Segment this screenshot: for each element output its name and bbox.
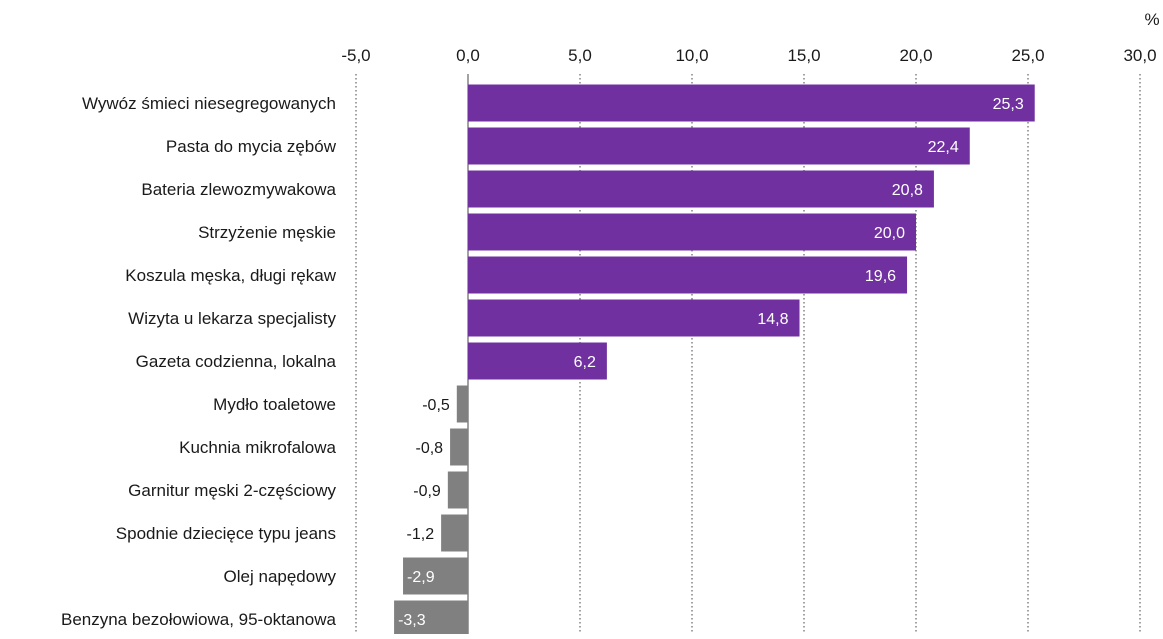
- data-label: -3,3: [398, 612, 426, 629]
- category-label: Pasta do mycia zębów: [166, 137, 337, 156]
- bar: [394, 600, 468, 638]
- x-tick-label: 15,0: [787, 46, 820, 65]
- category-label: Gazeta codzienna, lokalna: [136, 352, 337, 371]
- bar: [456, 385, 468, 423]
- bar: [468, 342, 607, 380]
- data-label: -0,5: [422, 397, 450, 414]
- x-tick-label: 20,0: [899, 46, 932, 65]
- bar: [447, 471, 468, 509]
- data-label: -0,8: [416, 440, 444, 457]
- x-tick-label: 30,0: [1123, 46, 1156, 65]
- x-tick-label: 0,0: [456, 46, 480, 65]
- bar: [468, 213, 916, 251]
- data-label: 20,0: [874, 225, 905, 242]
- bar: [468, 256, 908, 294]
- category-label: Strzyżenie męskie: [198, 223, 336, 242]
- category-label: Wywóz śmieci niesegregowanych: [82, 94, 336, 113]
- data-label: 22,4: [928, 139, 959, 156]
- data-label: 19,6: [865, 268, 896, 285]
- data-label: -1,2: [407, 526, 435, 543]
- category-label: Kuchnia mikrofalowa: [179, 438, 336, 457]
- x-tick-label: 25,0: [1011, 46, 1044, 65]
- category-label: Mydło toaletowe: [213, 395, 336, 414]
- data-label: -0,9: [413, 483, 441, 500]
- category-label: Olej napędowy: [224, 567, 337, 586]
- bar: [441, 514, 468, 552]
- bar: [468, 170, 934, 208]
- unit-label: %: [1144, 10, 1159, 29]
- bar: [403, 557, 468, 595]
- category-labels: Wywóz śmieci niesegregowanych Pasta do m…: [61, 94, 337, 629]
- x-tick-label: 5,0: [568, 46, 592, 65]
- category-label: Benzyna bezołowiowa, 95-oktanowa: [61, 610, 337, 629]
- data-label: -2,9: [407, 569, 435, 586]
- category-label: Spodnie dziecięce typu jeans: [116, 524, 336, 543]
- category-label: Koszula męska, długi rękaw: [125, 266, 336, 285]
- x-tick-label: 10,0: [675, 46, 708, 65]
- data-label: 25,3: [993, 96, 1024, 113]
- x-axis-ticks: -5,0 0,0 5,0 10,0 15,0 20,0 25,0 30,0: [341, 46, 1156, 65]
- data-label: 14,8: [757, 311, 788, 328]
- bar: [468, 84, 1035, 122]
- bar: [450, 428, 468, 466]
- data-label: 20,8: [892, 182, 923, 199]
- category-label: Garnitur męski 2-częściowy: [128, 481, 336, 500]
- category-label: Bateria zlewozmywakowa: [141, 180, 336, 199]
- category-label: Wizyta u lekarza specjalisty: [128, 309, 336, 328]
- bars: [394, 84, 1035, 638]
- bar: [468, 299, 800, 337]
- x-tick-label: -5,0: [341, 46, 370, 65]
- data-label: 6,2: [574, 354, 596, 371]
- value-labels: 25,3 22,4 20,8 20,0 19,6 14,8 6,2 -0,5 -0,8 -0,9 -…: [398, 96, 1024, 629]
- bar: [468, 127, 970, 165]
